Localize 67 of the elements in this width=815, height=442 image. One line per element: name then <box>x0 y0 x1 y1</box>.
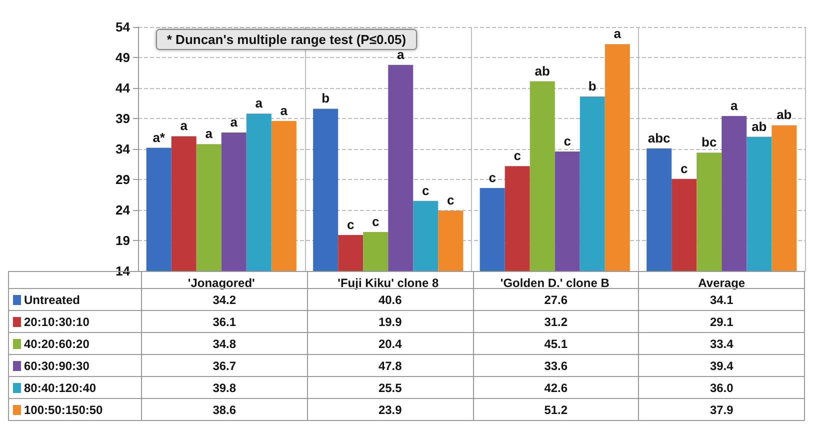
annotation: ab <box>534 63 550 78</box>
annotation: c <box>564 133 571 148</box>
data-label: 38.6 <box>142 398 308 420</box>
annotation: a <box>230 114 238 130</box>
annotation: a <box>730 98 739 114</box>
x-tick-label: 'Jonagored' <box>188 276 256 290</box>
legend-label: 80:40:120:40 <box>8 376 142 398</box>
legend-label: 100:50:150:50 <box>8 398 142 420</box>
data-label: 39.4 <box>638 354 804 376</box>
data-label: 36.0 <box>638 376 804 398</box>
y-tick-label: 54 <box>116 20 131 34</box>
annotation: c <box>447 192 454 208</box>
data-label: 23.9 <box>307 398 473 420</box>
annotation: a <box>614 26 622 42</box>
annotation: c <box>346 217 354 232</box>
x-tick-label: 'Golden D.' clone B <box>500 276 610 290</box>
data-label: 45.1 <box>473 332 639 354</box>
legend-label: 60:30:90:30 <box>8 354 142 376</box>
x-tick-label: Average <box>698 276 746 290</box>
data-label: 25.5 <box>307 376 473 398</box>
data-label: 36.1 <box>142 310 308 332</box>
data-label: 34.1 <box>638 288 804 310</box>
data-label: 37.9 <box>638 398 804 420</box>
annotation: bc <box>702 134 717 150</box>
y-tick-label: 44 <box>116 80 131 96</box>
data-label: 29.1 <box>638 310 804 332</box>
x-tick-label: 'Fuji Kiku' clone 8 <box>338 276 439 290</box>
data-label: 20.4 <box>307 332 473 354</box>
data-label: 42.6 <box>473 376 639 398</box>
annotation: c <box>680 160 688 176</box>
data-label: 33.6 <box>473 354 639 376</box>
data-label: 31.2 <box>473 310 639 332</box>
annotation: b <box>322 90 330 106</box>
legend-label: 40:20:60:20 <box>8 332 142 354</box>
data-label: 27.6 <box>473 288 639 310</box>
y-tick-label: 29 <box>116 172 130 187</box>
data-label: 34.2 <box>142 288 308 310</box>
annotation: abc <box>648 130 670 146</box>
annotation: ab <box>752 118 767 134</box>
y-tick-label: 49 <box>116 50 130 65</box>
annotation: * Duncan's multiple range test (P≤0.05) <box>166 32 406 47</box>
annotation: c <box>422 182 430 198</box>
annotation: a <box>280 102 288 118</box>
y-tick-label: 19 <box>116 233 130 248</box>
annotation: a <box>205 126 214 142</box>
data-label: 39.8 <box>142 376 308 398</box>
annotation: c <box>488 170 496 186</box>
annotation: a* <box>152 130 166 145</box>
data-label: 36.7 <box>142 354 308 376</box>
y-tick-label: 34 <box>116 142 131 156</box>
data-label: 40.6 <box>307 288 473 310</box>
data-label: 34.8 <box>142 332 308 354</box>
data-label: 19.9 <box>307 310 473 332</box>
annotation: c <box>372 214 380 229</box>
legend-label: Untreated <box>8 288 142 310</box>
data-label: 47.8 <box>307 354 473 376</box>
legend-label: 20:10:30:10 <box>8 310 142 332</box>
annotation: a <box>180 118 188 134</box>
annotation: c <box>514 148 521 164</box>
annotation: a <box>255 96 264 111</box>
data-label: 51.2 <box>473 398 639 420</box>
annotation: ab <box>776 107 792 122</box>
annotation: b <box>588 78 596 94</box>
y-tick-label: 39 <box>116 111 130 126</box>
y-tick-label: 24 <box>116 202 131 218</box>
data-label: 33.4 <box>638 332 804 354</box>
annotation: a <box>397 46 406 62</box>
